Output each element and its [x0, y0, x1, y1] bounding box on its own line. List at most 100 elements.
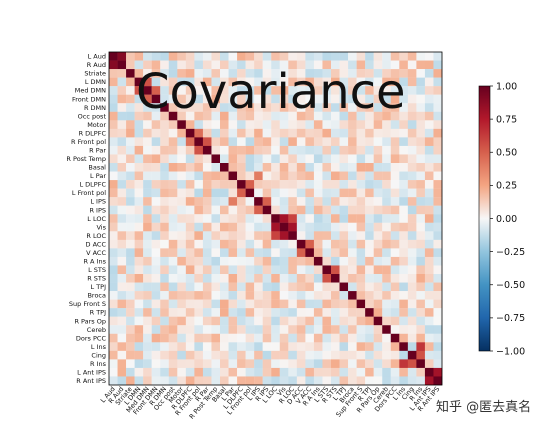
heatmap-cell	[185, 137, 195, 147]
heatmap-cell	[109, 316, 118, 326]
heatmap-cell	[168, 231, 178, 240]
heatmap-cell	[313, 239, 323, 249]
heatmap-cell	[365, 325, 374, 334]
heatmap-cell	[382, 325, 391, 334]
heatmap-cell	[168, 350, 178, 360]
heatmap-cell	[134, 154, 144, 164]
heatmap-cell	[339, 359, 349, 369]
heatmap-cell	[220, 111, 229, 121]
heatmap-cell	[262, 120, 272, 129]
heatmap-cell	[117, 333, 127, 343]
heatmap-cell	[168, 60, 178, 70]
heatmap-cell	[262, 308, 272, 317]
heatmap-cell	[220, 128, 229, 138]
heatmap-cell	[228, 111, 238, 121]
heatmap-cell	[220, 145, 229, 155]
heatmap-cell	[185, 282, 195, 292]
heatmap-cell	[339, 325, 349, 334]
heatmap-cell	[134, 111, 144, 121]
heatmap-cell	[160, 359, 169, 369]
heatmap-cell	[228, 137, 238, 147]
heatmap-cell	[220, 291, 229, 300]
heatmap-cell	[305, 248, 315, 258]
heatmap-cell	[220, 86, 229, 95]
heatmap-cell	[399, 163, 408, 172]
heatmap-cell	[254, 291, 263, 300]
heatmap-cell	[424, 197, 434, 206]
heatmap-cell	[262, 256, 272, 266]
heatmap-cell	[177, 163, 186, 172]
heatmap-cell	[322, 350, 332, 360]
y-tick-label: L Front pol	[72, 189, 106, 197]
heatmap-cell	[365, 291, 374, 300]
heatmap-cell	[348, 69, 357, 78]
heatmap-cell	[305, 94, 315, 104]
heatmap-cell	[143, 214, 152, 223]
heatmap-cell	[271, 69, 280, 78]
heatmap-cell	[279, 214, 289, 223]
colorbar	[478, 85, 491, 352]
heatmap-cell	[416, 316, 426, 326]
heatmap-cell	[407, 77, 417, 87]
heatmap-cell	[407, 231, 417, 240]
heatmap-cell	[177, 359, 186, 369]
heatmap-cell	[339, 239, 349, 249]
heatmap-cell	[279, 239, 289, 249]
heatmap-cell	[168, 171, 178, 181]
heatmap-cell	[168, 197, 178, 206]
heatmap-cell	[365, 103, 374, 112]
heatmap-cell	[185, 367, 195, 377]
heatmap-cell	[424, 86, 434, 95]
heatmap-cell	[134, 316, 144, 326]
heatmap-cell	[151, 342, 161, 351]
heatmap-cell	[331, 163, 340, 172]
heatmap-cell	[245, 274, 255, 283]
heatmap-cell	[134, 145, 144, 155]
heatmap-cell	[126, 308, 135, 317]
heatmap-cell	[143, 308, 152, 317]
heatmap-cell	[373, 145, 383, 155]
heatmap-cell	[168, 291, 178, 300]
heatmap-cell	[194, 282, 204, 292]
heatmap-cell	[407, 316, 417, 326]
heatmap-cell	[245, 137, 255, 147]
heatmap-cell	[296, 256, 306, 266]
heatmap-cell	[220, 180, 229, 189]
heatmap-cell	[271, 265, 280, 275]
heatmap-cell	[117, 274, 127, 283]
heatmap-cell	[305, 52, 315, 61]
heatmap-cell	[399, 128, 408, 138]
heatmap-cell	[390, 180, 400, 189]
heatmap-cell	[237, 163, 246, 172]
heatmap-cell	[151, 145, 161, 155]
heatmap-cell	[220, 205, 229, 215]
heatmap-cell	[237, 86, 246, 95]
heatmap-cell	[126, 145, 135, 155]
heatmap-cell	[433, 256, 443, 266]
heatmap-cell	[245, 248, 255, 258]
heatmap-cell	[151, 188, 161, 198]
heatmap-cell	[211, 145, 221, 155]
heatmap-cell	[168, 86, 178, 95]
heatmap-cell	[390, 214, 400, 223]
heatmap-cell	[331, 145, 340, 155]
heatmap-cell	[416, 52, 426, 61]
heatmap-cell	[211, 359, 221, 369]
heatmap-cell	[143, 94, 152, 104]
heatmap-cell	[382, 376, 391, 386]
heatmap-cell	[382, 180, 391, 189]
heatmap-cell	[185, 52, 195, 61]
heatmap-cell	[313, 103, 323, 112]
heatmap-cell	[245, 350, 255, 360]
heatmap-cell	[228, 180, 238, 189]
heatmap-cell	[126, 128, 135, 138]
heatmap-cell	[177, 291, 186, 300]
heatmap-cell	[373, 350, 383, 360]
heatmap-cell	[271, 376, 280, 386]
heatmap-cell	[348, 103, 357, 112]
heatmap-cell	[348, 231, 357, 240]
heatmap-cell	[220, 333, 229, 343]
heatmap-cell	[202, 274, 212, 283]
heatmap-cell	[288, 231, 297, 240]
heatmap-cell	[220, 52, 229, 61]
